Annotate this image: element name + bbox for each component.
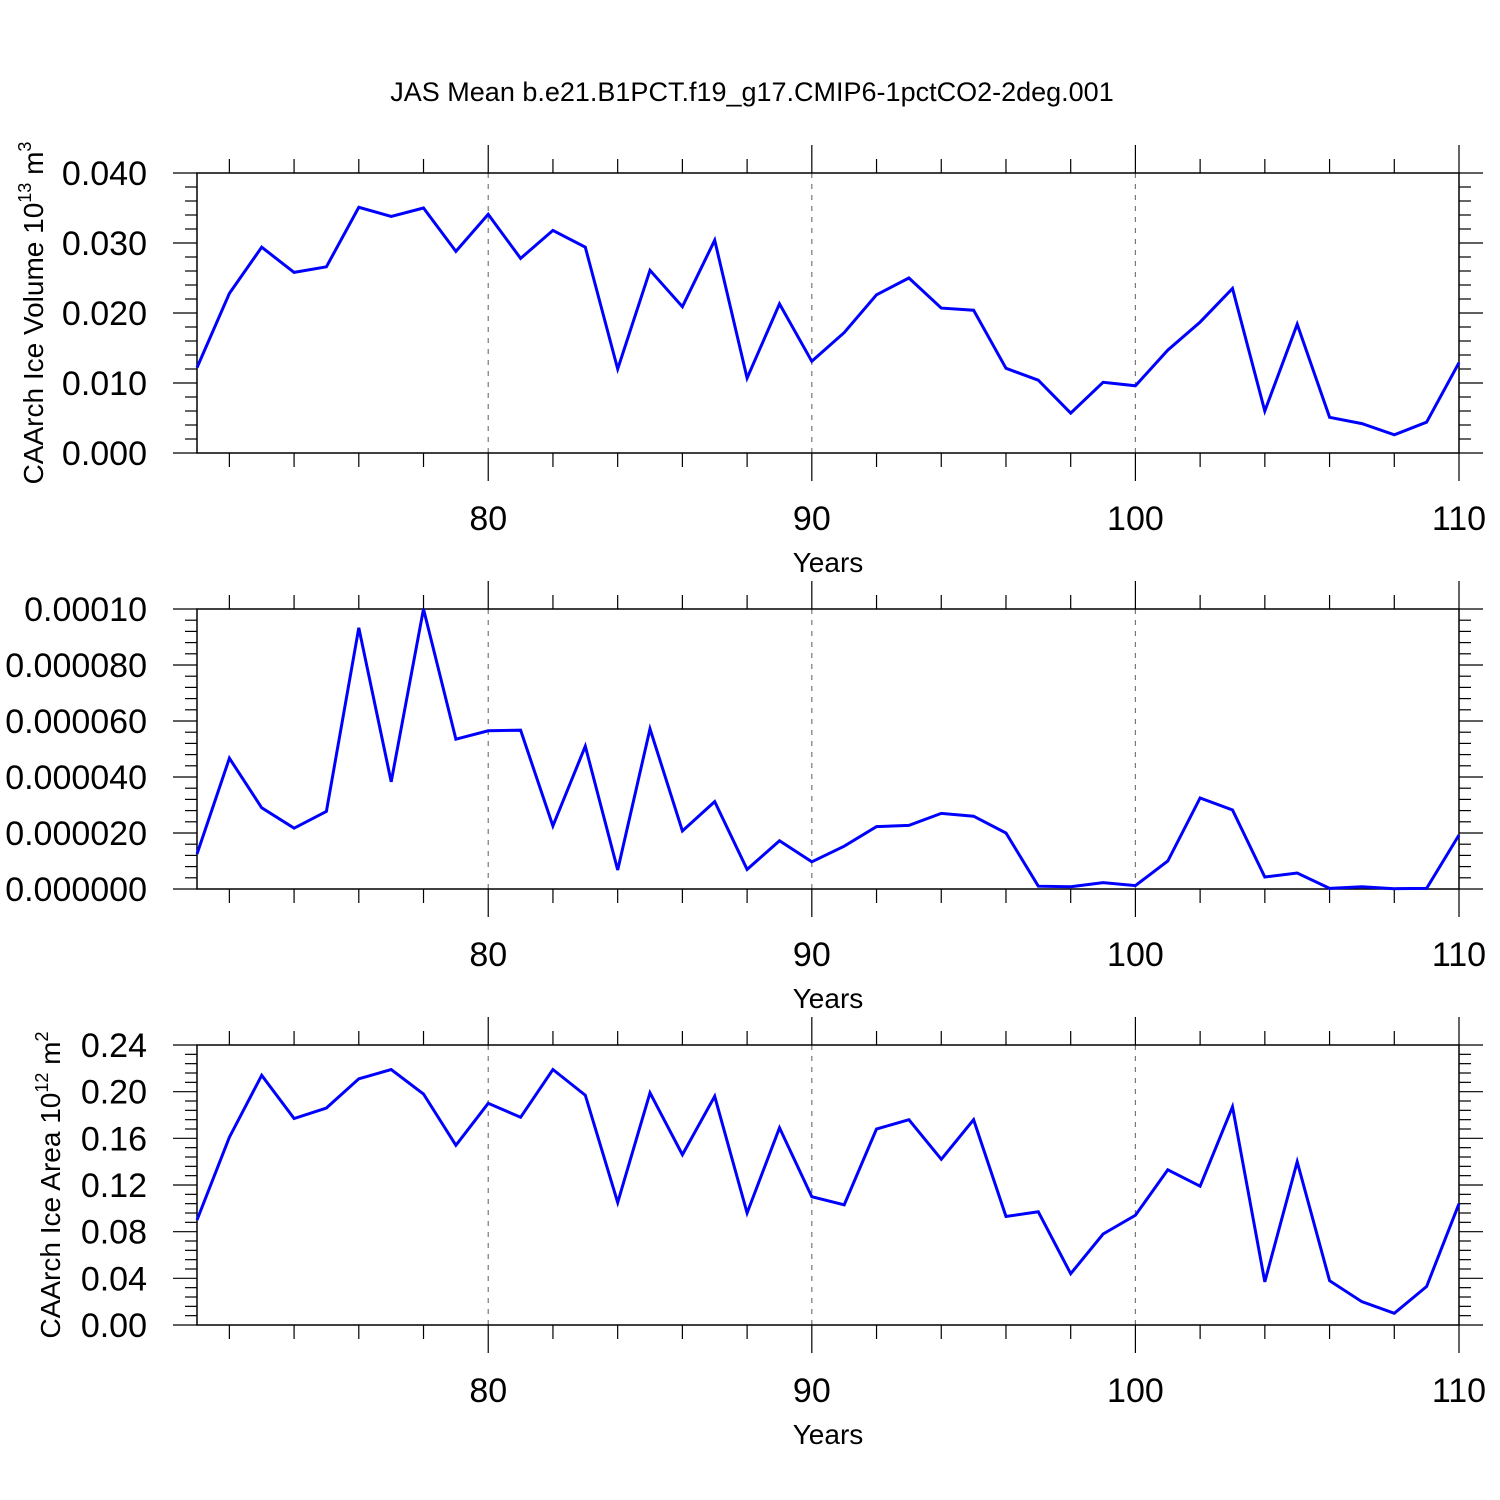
y-tick-label: 0.000020 xyxy=(5,815,147,853)
x-tick-label: 80 xyxy=(469,1372,507,1410)
y-tick-label: 0.000040 xyxy=(5,759,147,797)
y-tick-label: 0.000060 xyxy=(5,703,147,741)
x-axis-label: Years xyxy=(793,1419,864,1450)
panel-ice-volume: Years CAArch Ice Volume 1013 m3 80 90 100 1… xyxy=(15,142,1486,578)
y-axis-label-unit: m xyxy=(18,152,49,175)
y-axis-label-unit-exponent: 3 xyxy=(15,142,35,152)
x-tick-label: 80 xyxy=(469,500,507,538)
chart-title: JAS Mean b.e21.B1PCT.f19_g17.CMIP6-1pctC… xyxy=(390,77,1113,107)
x-axis-label: Years xyxy=(793,983,864,1014)
y-axis-label-unit: m xyxy=(35,1041,66,1064)
y-axis-label-spacer xyxy=(35,1065,66,1073)
y-tick-label: 0.00 xyxy=(81,1307,147,1345)
y-tick-label: 0.000080 xyxy=(5,647,147,685)
plot-frame xyxy=(196,608,1460,890)
y-axis-label-unit-exponent: 2 xyxy=(32,1031,52,1041)
y-axis-label: CAArch Ice Volume 1013 m3 xyxy=(15,142,49,485)
x-tick-label: 90 xyxy=(793,500,831,538)
y-tick-label: 0.020 xyxy=(62,295,147,333)
series-line xyxy=(195,608,1461,891)
y-axis-label-base: CAArch Ice Area 10 xyxy=(35,1093,66,1339)
x-tick-label: 100 xyxy=(1107,936,1164,974)
panel-middle: Years 80 90 100 110 0.000000 0.000020 0.000040… xyxy=(5,581,1486,1014)
series-line xyxy=(195,205,1461,437)
y-axis-label-base: CAArch Ice Volume 10 xyxy=(18,203,49,485)
y-tick-label: 0.010 xyxy=(62,365,147,403)
x-axis-label: Years xyxy=(793,547,864,578)
x-tick-label: 90 xyxy=(793,936,831,974)
y-tick-label: 0.030 xyxy=(62,225,147,263)
panel-ice-area: Years CAArch Ice Area 1012 m2 80 90 100 110… xyxy=(32,1017,1486,1450)
y-axis-label: CAArch Ice Area 1012 m2 xyxy=(32,1031,66,1338)
y-tick-label: 0.16 xyxy=(81,1120,147,1158)
y-tick-label: 0.040 xyxy=(62,155,147,193)
series-line xyxy=(195,1067,1461,1316)
x-tick-label: 110 xyxy=(1432,1372,1486,1410)
y-tick-label: 0.20 xyxy=(81,1074,147,1112)
y-tick-label: 0.00010 xyxy=(24,591,147,629)
y-tick-label: 0.12 xyxy=(81,1167,147,1205)
plot-frame xyxy=(196,1044,1460,1326)
x-tick-label: 80 xyxy=(469,936,507,974)
y-axis-label-exponent: 13 xyxy=(15,183,35,203)
y-tick-label: 0.24 xyxy=(81,1027,147,1065)
y-tick-label: 0.000000 xyxy=(5,871,147,909)
y-axis-label-spacer xyxy=(18,175,49,183)
x-tick-label: 100 xyxy=(1107,500,1164,538)
x-tick-label: 110 xyxy=(1432,500,1486,538)
y-tick-label: 0.08 xyxy=(81,1214,147,1252)
x-tick-label: 110 xyxy=(1432,936,1486,974)
y-tick-label: 0.04 xyxy=(81,1260,147,1298)
x-tick-label: 100 xyxy=(1107,1372,1164,1410)
y-tick-label: 0.000 xyxy=(62,435,147,473)
x-tick-label: 90 xyxy=(793,1372,831,1410)
y-axis-label-exponent: 12 xyxy=(32,1073,52,1093)
